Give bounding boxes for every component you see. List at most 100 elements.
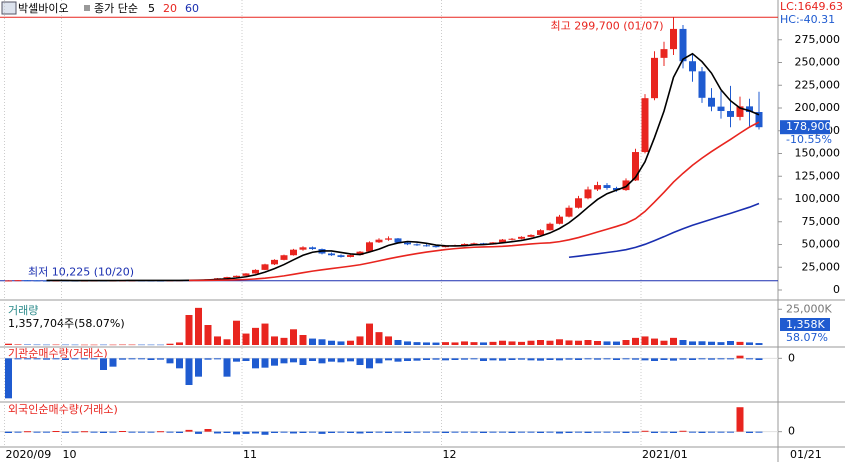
net-bar — [290, 431, 297, 434]
volume-bar — [90, 344, 98, 346]
net-bar — [470, 358, 478, 360]
volume-bar — [252, 327, 259, 345]
volume-bar — [499, 340, 506, 345]
net-bar — [442, 431, 449, 433]
net-bar — [679, 430, 687, 432]
volume-bar — [33, 344, 41, 346]
net-bar — [423, 431, 430, 433]
net-bar — [204, 429, 212, 432]
net-bar — [271, 358, 278, 366]
candle-body — [280, 255, 288, 260]
net-bar — [736, 355, 744, 359]
net-bar — [290, 358, 297, 363]
volume-bar — [223, 339, 231, 345]
net-bar — [100, 358, 107, 370]
candle-body — [356, 251, 364, 256]
candle-body — [33, 280, 41, 282]
volume-bar — [204, 325, 212, 345]
hc-label: HC:-40.31 — [780, 13, 835, 26]
candle-body — [499, 239, 506, 243]
net-bar — [328, 431, 335, 433]
symbol-icon[interactable] — [1, 1, 17, 15]
volume-bar — [271, 336, 278, 345]
net-bar — [375, 431, 383, 433]
net-bar — [670, 431, 677, 433]
y-tick-label: 150,000 — [795, 147, 841, 160]
y-tick-label: 225,000 — [795, 78, 841, 91]
chart-title: 박셀바이오 — [18, 2, 69, 15]
low-label: 최저 10,225 (10/20) — [28, 266, 134, 279]
volume-bar — [299, 335, 307, 345]
net-bar — [318, 431, 326, 434]
net-bar — [223, 431, 231, 433]
candle-body — [546, 223, 554, 231]
net-bar — [337, 431, 345, 433]
net-bar — [90, 358, 98, 360]
candle-body — [309, 247, 316, 250]
indicator-icon — [84, 5, 90, 11]
volume-bar — [413, 342, 421, 345]
candle-body — [670, 28, 677, 50]
net-bar — [565, 431, 573, 433]
net-bar — [309, 431, 316, 433]
net-bar — [280, 358, 288, 364]
volume-bar — [128, 344, 136, 346]
x-tick-label: 12 — [443, 448, 457, 461]
net-bar — [622, 358, 630, 360]
net-bar — [746, 431, 753, 433]
volume-bar — [404, 341, 411, 345]
moving-average — [46, 52, 760, 282]
candle-body — [385, 238, 392, 240]
net-bar — [14, 358, 22, 360]
net-bar — [62, 431, 69, 433]
net-bar — [632, 431, 639, 433]
candle-body — [746, 106, 753, 113]
candle-body — [347, 255, 354, 257]
net-bar — [394, 431, 402, 433]
volume-bar — [603, 341, 611, 345]
net-bar — [261, 431, 269, 435]
volume-bar — [556, 339, 563, 345]
candle-body — [242, 273, 250, 276]
volume-bar — [157, 344, 164, 346]
volume-bar — [43, 344, 50, 346]
net-bar — [176, 358, 183, 369]
net-bar — [43, 431, 50, 433]
y-tick-label: 125,000 — [795, 169, 841, 182]
volume-bar — [660, 340, 668, 345]
net-bar — [613, 431, 620, 433]
net-bar — [119, 358, 126, 360]
volume-bar — [71, 344, 79, 346]
volume-bar — [480, 342, 487, 345]
candle-body — [261, 264, 269, 270]
net-bar — [584, 431, 592, 433]
net-bar — [280, 431, 288, 433]
net-bar — [622, 431, 630, 433]
candle-body — [584, 189, 592, 199]
candle-body — [413, 244, 421, 246]
net-bar — [109, 431, 117, 433]
y-tick-label: 0 — [788, 351, 795, 364]
candle-body — [518, 236, 525, 239]
net-bar — [394, 358, 402, 362]
volume-bar — [81, 344, 88, 346]
volume-bar — [537, 340, 544, 345]
moving-average — [568, 202, 760, 259]
lc-label: LC:1649.63 — [780, 0, 843, 13]
y-tick-label: 200,000 — [795, 101, 841, 114]
volume-bar — [328, 340, 335, 345]
net-bar — [214, 358, 221, 360]
net-bar — [727, 431, 734, 433]
net-bar — [499, 358, 506, 361]
net-bar — [356, 358, 364, 365]
net-bar — [451, 358, 459, 360]
volume-bar — [14, 344, 22, 345]
volume-bar — [290, 329, 297, 345]
net-bar — [613, 358, 620, 360]
net-bar — [442, 358, 449, 361]
candle-body — [252, 269, 259, 274]
net-bar — [727, 358, 734, 360]
candle-body — [755, 112, 763, 128]
legend-entry: 60 — [185, 2, 199, 15]
net-bar — [508, 358, 516, 360]
